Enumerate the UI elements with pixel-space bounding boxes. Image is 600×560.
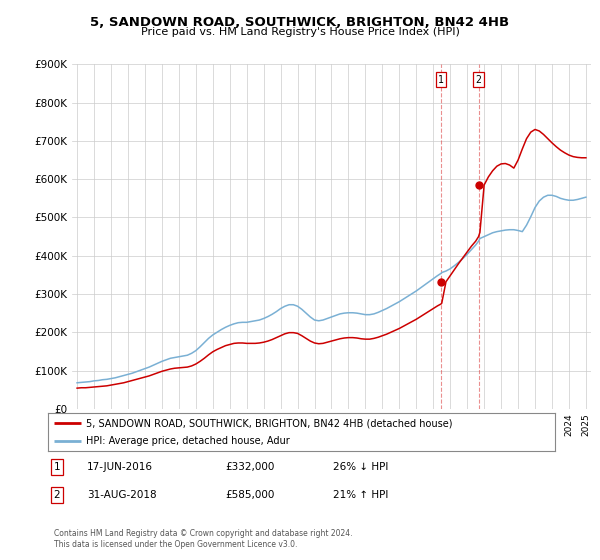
Text: Price paid vs. HM Land Registry's House Price Index (HPI): Price paid vs. HM Land Registry's House … [140, 27, 460, 38]
Text: 21% ↑ HPI: 21% ↑ HPI [333, 490, 388, 500]
Text: Contains HM Land Registry data © Crown copyright and database right 2024.
This d: Contains HM Land Registry data © Crown c… [54, 529, 353, 549]
Text: 2: 2 [476, 74, 481, 85]
Text: 1: 1 [53, 462, 61, 472]
Text: 31-AUG-2018: 31-AUG-2018 [87, 490, 157, 500]
Text: 17-JUN-2016: 17-JUN-2016 [87, 462, 153, 472]
Text: £585,000: £585,000 [225, 490, 274, 500]
Text: 5, SANDOWN ROAD, SOUTHWICK, BRIGHTON, BN42 4HB (detached house): 5, SANDOWN ROAD, SOUTHWICK, BRIGHTON, BN… [86, 418, 452, 428]
Text: £332,000: £332,000 [225, 462, 274, 472]
Text: 1: 1 [438, 74, 444, 85]
Text: 5, SANDOWN ROAD, SOUTHWICK, BRIGHTON, BN42 4HB: 5, SANDOWN ROAD, SOUTHWICK, BRIGHTON, BN… [91, 16, 509, 29]
Text: 26% ↓ HPI: 26% ↓ HPI [333, 462, 388, 472]
Text: HPI: Average price, detached house, Adur: HPI: Average price, detached house, Adur [86, 436, 290, 446]
Text: 2: 2 [53, 490, 61, 500]
